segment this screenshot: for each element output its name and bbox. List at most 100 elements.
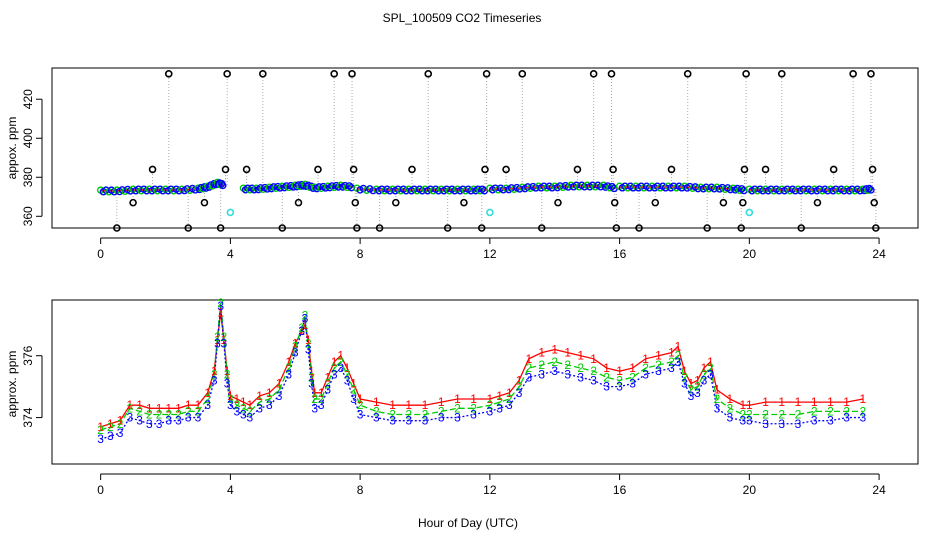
series-2-point: 2 [324,377,331,391]
series-2-point: 2 [470,401,477,415]
calibration-point [314,165,322,174]
series-2-point: 2 [487,398,494,412]
series-3-point: 3 [538,367,545,381]
series-2-point: 2 [405,407,412,421]
series-1-point: 1 [714,383,721,397]
series-3-point: 3 [778,417,785,431]
top-x-tick-label: 8 [357,247,364,261]
calibration-point [216,224,225,232]
top-panel: appox. ppm 0 4 8 12 16 20 24 360 380 400 420 [5,67,919,261]
series-3-point: 3 [470,407,477,421]
series-2-point: 2 [117,417,124,431]
calibration-point [868,165,877,174]
calibration-point [502,165,510,174]
top-y-tick-label: 400 [21,128,35,148]
bottom-x-tick-label: 0 [97,483,104,497]
calibration-point [867,70,875,78]
series-3-point: 3 [126,411,133,425]
top-x-tick-label: 20 [743,247,757,261]
series-2-point: 2 [843,404,850,418]
series-2-point: 2 [675,349,682,363]
series-1-point: 1 [298,324,305,338]
series-2-point: 2 [285,361,292,375]
series-3-point: 3 [516,386,523,400]
series-1-point: 1 [487,392,494,406]
calibration-point [460,198,468,207]
calibration-point [348,70,356,78]
ambient-point [864,186,872,194]
series-3-point: 3 [487,404,494,418]
series-1-point: 1 [221,333,228,347]
series-3-point: 3 [350,392,357,406]
calibration-point [330,70,338,78]
calibration-point [113,224,121,232]
series-1-point: 1 [655,349,662,363]
calibration-point [537,224,546,232]
series-3-point: 3 [234,404,241,418]
ambient-point [219,181,227,190]
series-1-point: 1 [107,417,114,431]
series-2-point: 2 [126,401,133,415]
series-1-point: 1 [344,361,351,375]
series-3-point: 3 [165,414,172,428]
series-3-point: 3 [740,414,747,428]
series-2-point: 2 [701,367,708,381]
series-2-point: 2 [211,367,218,381]
calibration-point [148,165,157,174]
calibration-point [719,198,728,207]
calibration-point [294,198,303,207]
series-2-point: 2 [214,330,221,344]
series-1-point: 1 [506,386,513,400]
calibration-point [554,198,562,207]
calibration-point [740,165,749,174]
series-1-point: 1 [642,352,649,366]
series-3-point: 3 [318,398,325,412]
series-3-point: 3 [175,414,182,428]
bottom-y-tick-label: 374 [21,407,35,427]
calibration-point [481,165,489,174]
series-3-point: 3 [746,414,753,428]
series-2-point: 2 [350,383,357,397]
series-2-point: 2 [146,407,153,421]
series-1-point: 1 [778,395,785,409]
series-2-point: 2 [373,404,380,418]
series-1-point: 1 [185,398,192,412]
series-3-point: 3 [337,361,344,375]
series-3-point: 3 [221,336,228,350]
series-3-point: 3 [224,377,231,391]
series-3-point: 3 [292,346,299,360]
calibration-point [482,70,491,78]
series-3-point: 3 [240,407,247,421]
series-2-point: 2 [298,321,305,335]
series-1-point: 1 [590,352,597,366]
calibration-point [443,224,452,232]
calibration-point [849,70,857,78]
series-2-point: 2 [311,392,318,406]
series-3-point: 3 [422,414,429,428]
top-x-tick-label: 24 [872,247,886,261]
series-1-point: 1 [224,364,231,378]
series-1-point: 1 [292,336,299,350]
series-2-point: 2 [577,361,584,375]
series-3-point: 3 [564,367,571,381]
bottom-x-tick-label: 8 [357,483,364,497]
series-3-point: 3 [843,411,850,425]
calibration-point [200,198,209,207]
series-3-point: 3 [707,367,714,381]
series-3-point: 3 [551,364,558,378]
series-1-point: 1 [126,398,133,412]
series-3-point: 3 [146,417,153,431]
series-3-point: 3 [694,386,701,400]
series-2-point: 2 [185,404,192,418]
series-3-point: 3 [195,411,202,425]
calibration-point [221,165,230,174]
series-1-point: 1 [668,346,675,360]
calibration-point [129,198,137,207]
series-1-point: 1 [234,392,241,406]
series-1-point: 1 [146,401,153,415]
series-2-point: 2 [256,395,263,409]
bottom-x-tick-label: 16 [613,483,627,497]
series-1-point: 1 [165,401,172,415]
series-3-point: 3 [701,373,708,387]
series-3-point: 3 [136,414,143,428]
